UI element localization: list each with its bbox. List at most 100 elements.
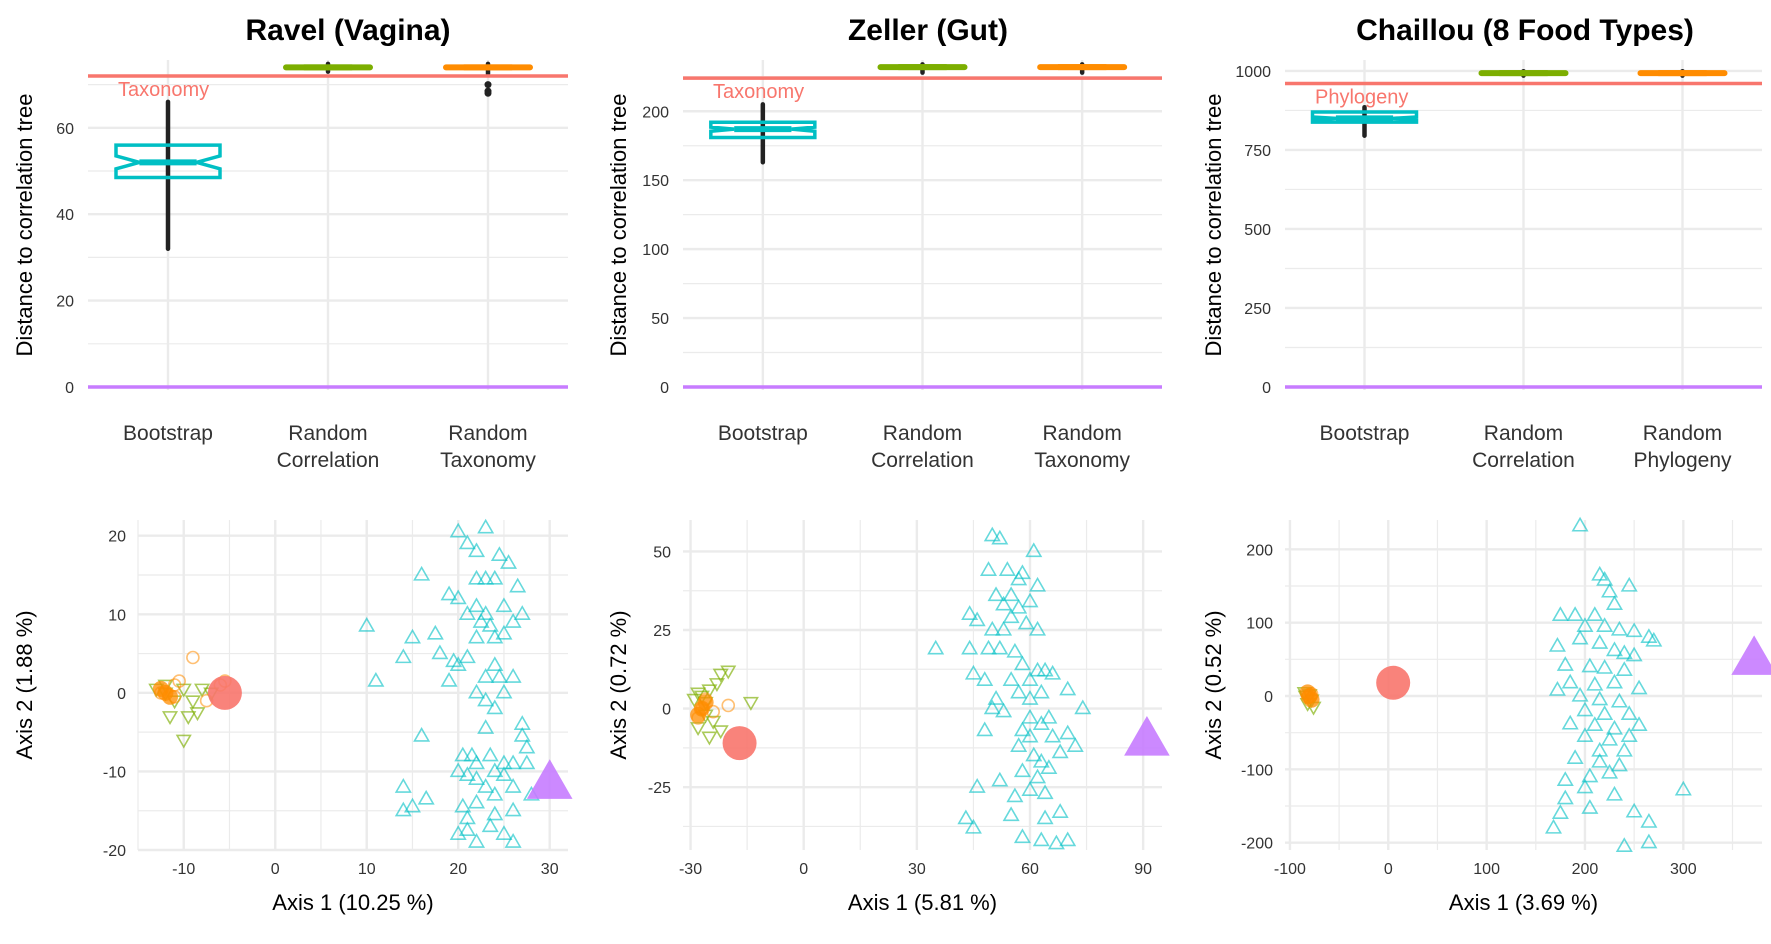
y-tick-label: 25 <box>653 623 671 640</box>
data-point-triangle <box>504 754 522 770</box>
data-point-triangle <box>1017 614 1035 630</box>
data-point-triangle <box>1605 673 1623 689</box>
data-point-triangle <box>477 778 495 793</box>
x-tick-label: 30 <box>908 861 926 878</box>
y-axis-label: Axis 2 (0.52 %) <box>1201 610 1226 759</box>
y-tick-label: 0 <box>662 702 671 719</box>
data-point-triangle <box>477 668 495 683</box>
data-point-triangle <box>1556 789 1574 805</box>
data-point-triangle-down <box>184 695 201 710</box>
data-point-triangle <box>458 766 476 782</box>
data-point-triangle <box>983 526 1001 542</box>
data-point-triangle <box>1630 679 1648 695</box>
y-tick-label: 0 <box>65 380 74 397</box>
data-point-triangle <box>987 586 1005 602</box>
box-outlier-point <box>484 89 492 97</box>
data-point-triangle <box>1036 784 1054 800</box>
data-point-triangle <box>1640 833 1658 849</box>
panel-title-ravel: Ravel (Vagina) <box>245 14 450 47</box>
data-point-triangle <box>1556 771 1574 787</box>
category-label: Random <box>448 422 527 445</box>
data-point-triangle <box>481 616 499 632</box>
data-point-triangle <box>1571 516 1589 532</box>
data-point-triangle <box>468 542 486 558</box>
y-tick-label: -10 <box>103 764 126 781</box>
data-point-triangle <box>1586 675 1604 691</box>
data-point-triangle-down <box>712 725 729 740</box>
y-tick-label: 100 <box>642 242 669 259</box>
data-point-big-triangle <box>1731 635 1771 675</box>
data-point-triangle-down <box>690 722 707 737</box>
data-point-triangle <box>1674 780 1692 796</box>
x-axis-label: Axis 1 (3.69 %) <box>1449 890 1598 915</box>
data-point-triangle <box>477 518 495 534</box>
data-point-triangle <box>1581 767 1599 783</box>
data-point-triangle <box>1571 686 1589 702</box>
data-point-triangle <box>957 809 975 825</box>
data-point-triangle <box>991 771 1009 787</box>
data-point-triangle <box>403 628 421 644</box>
data-point-triangle <box>468 597 486 613</box>
data-point-triangle <box>486 569 504 585</box>
data-point-triangle <box>367 671 385 687</box>
x-tick-label: 0 <box>271 861 280 878</box>
category-label: Correlation <box>871 449 974 472</box>
data-point-triangle <box>1566 606 1584 622</box>
data-point-circle <box>186 650 200 665</box>
data-point-triangle <box>1006 642 1024 658</box>
data-point-triangle <box>468 628 486 644</box>
data-point-triangle <box>1561 714 1579 730</box>
data-point-triangle <box>1551 804 1569 820</box>
data-point-triangle <box>968 611 986 627</box>
data-point-triangle <box>1625 622 1643 638</box>
data-point-triangle <box>968 778 986 793</box>
data-point-triangle <box>477 569 495 585</box>
y-tick-label: -100 <box>1241 762 1273 779</box>
y-tick-label: 200 <box>1246 542 1273 559</box>
data-point-big-circle <box>1376 665 1411 700</box>
data-point-triangle <box>995 620 1013 636</box>
data-point-triangle <box>1605 641 1623 657</box>
box-outlier-point <box>484 81 492 89</box>
data-point-triangle <box>1596 571 1614 586</box>
data-point-triangle <box>486 656 504 672</box>
x-tick-label: 0 <box>1384 861 1393 878</box>
data-point-triangle <box>1059 831 1077 847</box>
data-point-triangle <box>495 766 513 782</box>
data-point-triangle <box>504 613 522 628</box>
data-point-triangle <box>440 585 458 601</box>
data-point-triangle <box>468 793 486 809</box>
data-point-triangle <box>394 801 412 817</box>
data-point-triangle <box>394 778 412 793</box>
data-point-triangle <box>983 699 1001 715</box>
data-point-triangle <box>495 825 513 840</box>
data-point-triangle <box>1025 746 1043 762</box>
x-tick-label: 300 <box>1670 861 1697 878</box>
data-point-triangle <box>1591 634 1609 649</box>
x-axis-label: Axis 1 (10.25 %) <box>272 890 433 915</box>
data-point-triangle <box>1556 656 1574 671</box>
data-point-triangle <box>477 691 495 707</box>
data-point-triangle <box>481 746 499 762</box>
data-point-triangle <box>468 833 486 848</box>
data-point-triangle <box>1044 664 1062 680</box>
y-tick-label: 250 <box>1244 301 1271 318</box>
reference-line-label: Phylogeny <box>1315 87 1408 109</box>
data-point-triangle <box>1610 620 1628 636</box>
x-tick-label: 100 <box>1473 861 1500 878</box>
data-point-triangle <box>413 565 431 581</box>
x-tick-label: 10 <box>358 861 376 878</box>
y-tick-label: 100 <box>1246 616 1273 633</box>
y-tick-label: 200 <box>642 104 669 121</box>
category-label: Random <box>883 422 962 445</box>
data-point-triangle <box>1021 781 1039 796</box>
box-notched-body <box>709 120 817 140</box>
category-label: Phylogeny <box>1633 449 1732 472</box>
x-tick-label: 90 <box>1134 861 1152 878</box>
data-point-triangle <box>1010 683 1028 699</box>
data-point-triangle <box>1581 657 1599 673</box>
data-point-triangle <box>1615 741 1633 757</box>
data-point-triangle <box>1040 708 1058 724</box>
data-point-triangle <box>927 639 945 655</box>
category-label: Bootstrap <box>1320 422 1410 445</box>
